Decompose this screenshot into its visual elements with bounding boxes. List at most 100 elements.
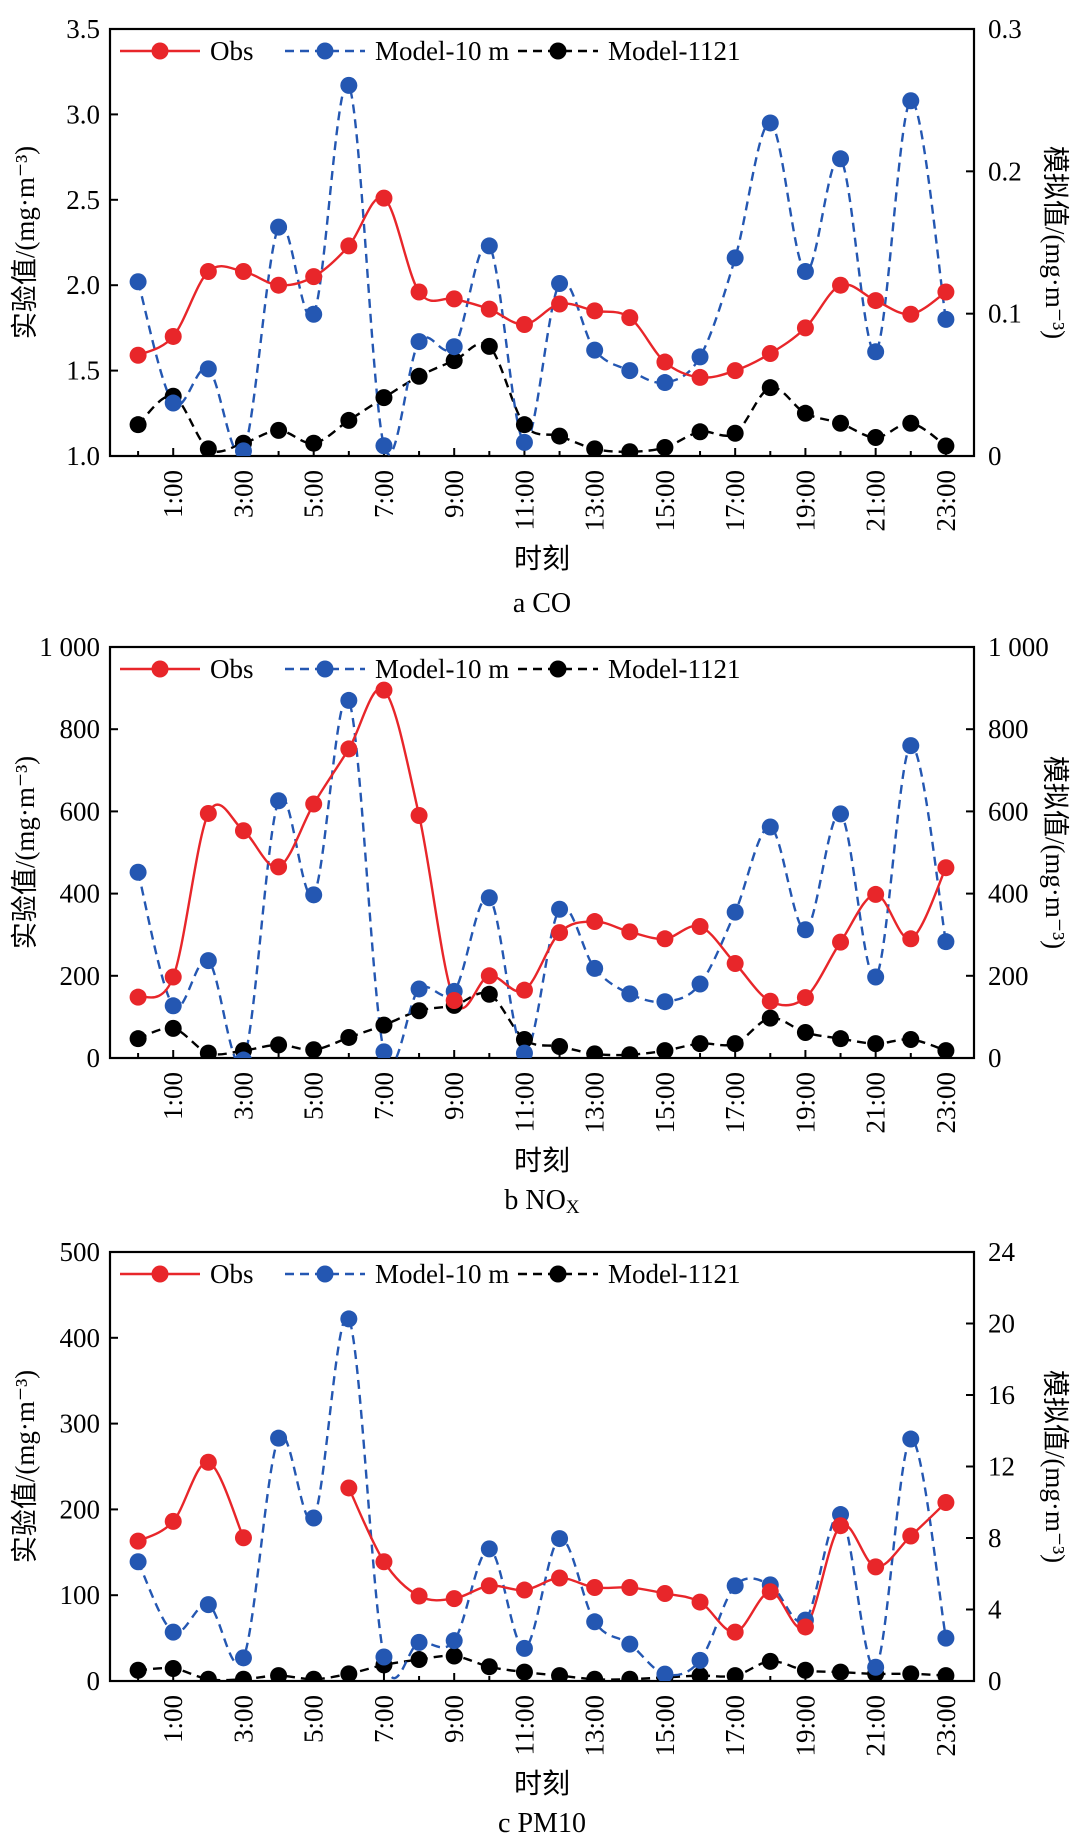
data-point-model-10-m [761,114,779,132]
x-tick-label: 1:00 [158,1072,188,1120]
data-point-obs [761,992,779,1010]
data-point-model-1121 [445,352,463,370]
x-tick-label: 19:00 [790,1695,820,1757]
data-point-model-10-m [937,310,955,328]
data-point-model-1121 [902,1665,920,1681]
y-left-tick-label: 400 [60,879,101,909]
data-point-obs [164,1512,182,1530]
data-point-model-10-m [867,343,885,361]
data-point-model-10-m [586,341,604,359]
series-line-model-10-m [136,82,948,456]
data-point-model-1121 [691,1667,709,1681]
data-point-model-1121 [515,416,533,434]
x-tick-label: 15:00 [650,1072,680,1134]
data-point-model-10-m [726,1577,744,1595]
data-point-obs [656,1584,674,1602]
x-tick-label: 23:00 [931,1695,961,1757]
data-point-model-10-m [164,997,182,1015]
chart-panel-co: 1.0 1.5 2.0 2.5 3.0 3.5 0 0.1 0.2 0.3 1:00 3:00 5:00… [10,14,1070,619]
data-point-model-1121 [129,1030,147,1048]
data-point-model-10-m [656,374,674,392]
data-point-model-1121 [586,1045,604,1058]
y-left-tick-label: 2.5 [66,185,100,215]
x-tick-label: 11:00 [509,1695,539,1756]
data-point-model-10-m [270,218,288,236]
x-tick-label: 21:00 [861,1072,891,1134]
legend-label: Model-1121 [608,36,740,66]
data-point-obs [410,283,428,301]
y-right-tick-label: 0.2 [988,156,1022,186]
data-point-obs [621,1578,639,1596]
legend-label: Model-10 m [375,654,509,684]
data-point-model-1121 [726,1667,744,1681]
data-point-model-10-m [621,985,639,1003]
legend-label: Model-1121 [608,1259,740,1289]
legend: Obs Model-10 m Model-1121 [120,1259,740,1289]
y-left-axis-title: 实验值/(mg·m⁻³) [10,756,40,949]
data-point-model-1121 [480,1658,498,1676]
x-tick-label: 13:00 [580,1072,610,1134]
data-point-model-1121 [586,440,604,456]
legend: Obs Model-10 m Model-1121 [120,654,740,684]
data-point-obs [902,930,920,948]
y-right-tick-label: 1 000 [988,632,1049,662]
legend-label: Obs [210,654,254,684]
data-point-model-1121 [480,985,498,1003]
y-right-tick-label: 0.1 [988,299,1022,329]
data-point-model-10-m [656,1665,674,1681]
data-point-model-10-m [937,1629,955,1647]
data-point-model-1121 [340,1028,358,1046]
data-point-model-1121 [410,1002,428,1020]
data-point-obs [761,345,779,363]
data-point-model-1121 [937,437,955,455]
data-point-obs [340,740,358,758]
chart-panel-pm10: 0 100 200 300 400 500 0 4 8 12 16 20 24 1:00 3:00 5:00 7… [10,1237,1070,1839]
data-point-model-1121 [199,1670,217,1681]
series-line-obs [347,1487,947,1634]
data-point-model-10-m [129,1553,147,1571]
data-point-model-10-m [726,903,744,921]
data-point-model-1121 [656,1042,674,1058]
plot-area [129,681,955,1058]
data-point-obs [129,346,147,364]
x-tick-label: 23:00 [931,1072,961,1134]
data-point-model-1121 [199,440,217,456]
x-tick-label: 15:00 [650,470,680,532]
y-left-axis-title: 实验值/(mg·m⁻³) [10,1370,40,1563]
data-point-obs [445,290,463,308]
data-point-obs [515,1581,533,1599]
legend-marker [151,1265,169,1283]
data-point-model-10-m [270,1429,288,1447]
data-point-obs [234,822,252,840]
data-point-obs [832,1517,850,1535]
data-point-obs [586,302,604,320]
y-left-tick-label: 1.5 [66,356,100,386]
series-line-model-1121 [137,991,947,1057]
data-point-model-1121 [305,434,323,452]
legend-marker [549,660,567,678]
y-right-tick-label: 600 [988,796,1029,826]
y-left-tick-label: 600 [60,796,101,826]
data-point-model-10-m [621,1635,639,1653]
data-point-model-1121 [796,1661,814,1679]
data-point-obs [410,1587,428,1605]
data-point-obs [832,933,850,951]
x-tick-label: 1:00 [158,1695,188,1743]
x-tick-label: 5:00 [299,1695,329,1743]
series-line-model-1121 [137,342,947,453]
data-point-obs [270,276,288,294]
data-point-model-1121 [199,1044,217,1058]
y-left-tick-label: 1.0 [66,441,100,471]
data-point-obs [726,954,744,972]
data-point-model-1121 [375,389,393,407]
data-point-model-10-m [270,792,288,810]
y-left-tick-label: 500 [60,1237,101,1267]
x-tick-label: 15:00 [650,1695,680,1757]
data-point-model-1121 [656,438,674,456]
data-point-model-10-m [586,959,604,977]
data-point-obs [305,268,323,286]
data-point-obs [375,1553,393,1571]
chart-caption: b NOX [504,1185,579,1218]
data-point-obs [832,276,850,294]
data-point-obs [656,353,674,371]
